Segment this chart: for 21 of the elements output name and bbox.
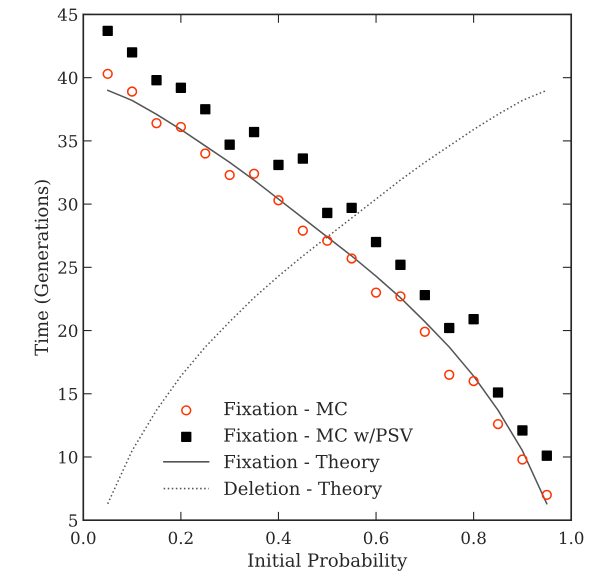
legend-label: Deletion - Theory bbox=[224, 481, 382, 499]
legend-label: Fixation - MC bbox=[224, 402, 347, 416]
y-tick-label: 10 bbox=[59, 450, 78, 464]
x-tick-label: 0.0 bbox=[71, 532, 96, 544]
y-tick-label: 25 bbox=[58, 261, 78, 274]
y-tick-label: 35 bbox=[58, 134, 78, 148]
y-axis-title: Time (Generations) bbox=[34, 180, 51, 356]
x-tick-label: 0.6 bbox=[364, 532, 388, 544]
y-tick-label: 15 bbox=[59, 388, 78, 400]
x-tick-label: 0.8 bbox=[461, 532, 486, 544]
y-tick-label: 40 bbox=[58, 72, 78, 84]
y-tick-label: 20 bbox=[58, 324, 78, 338]
legend-label: Fixation - Theory bbox=[224, 454, 380, 472]
legend-label: Fixation - MC w/PSV bbox=[224, 428, 414, 444]
x-tick-label: 0.4 bbox=[266, 532, 291, 544]
x-axis-title: Initial Probability bbox=[248, 552, 408, 571]
y-tick-label: 45 bbox=[58, 8, 78, 22]
x-tick-label: 1.0 bbox=[560, 532, 584, 544]
y-tick-label: 5 bbox=[69, 514, 78, 527]
x-tick-label: 0.2 bbox=[168, 532, 192, 544]
y-tick-label: 30 bbox=[58, 198, 78, 211]
